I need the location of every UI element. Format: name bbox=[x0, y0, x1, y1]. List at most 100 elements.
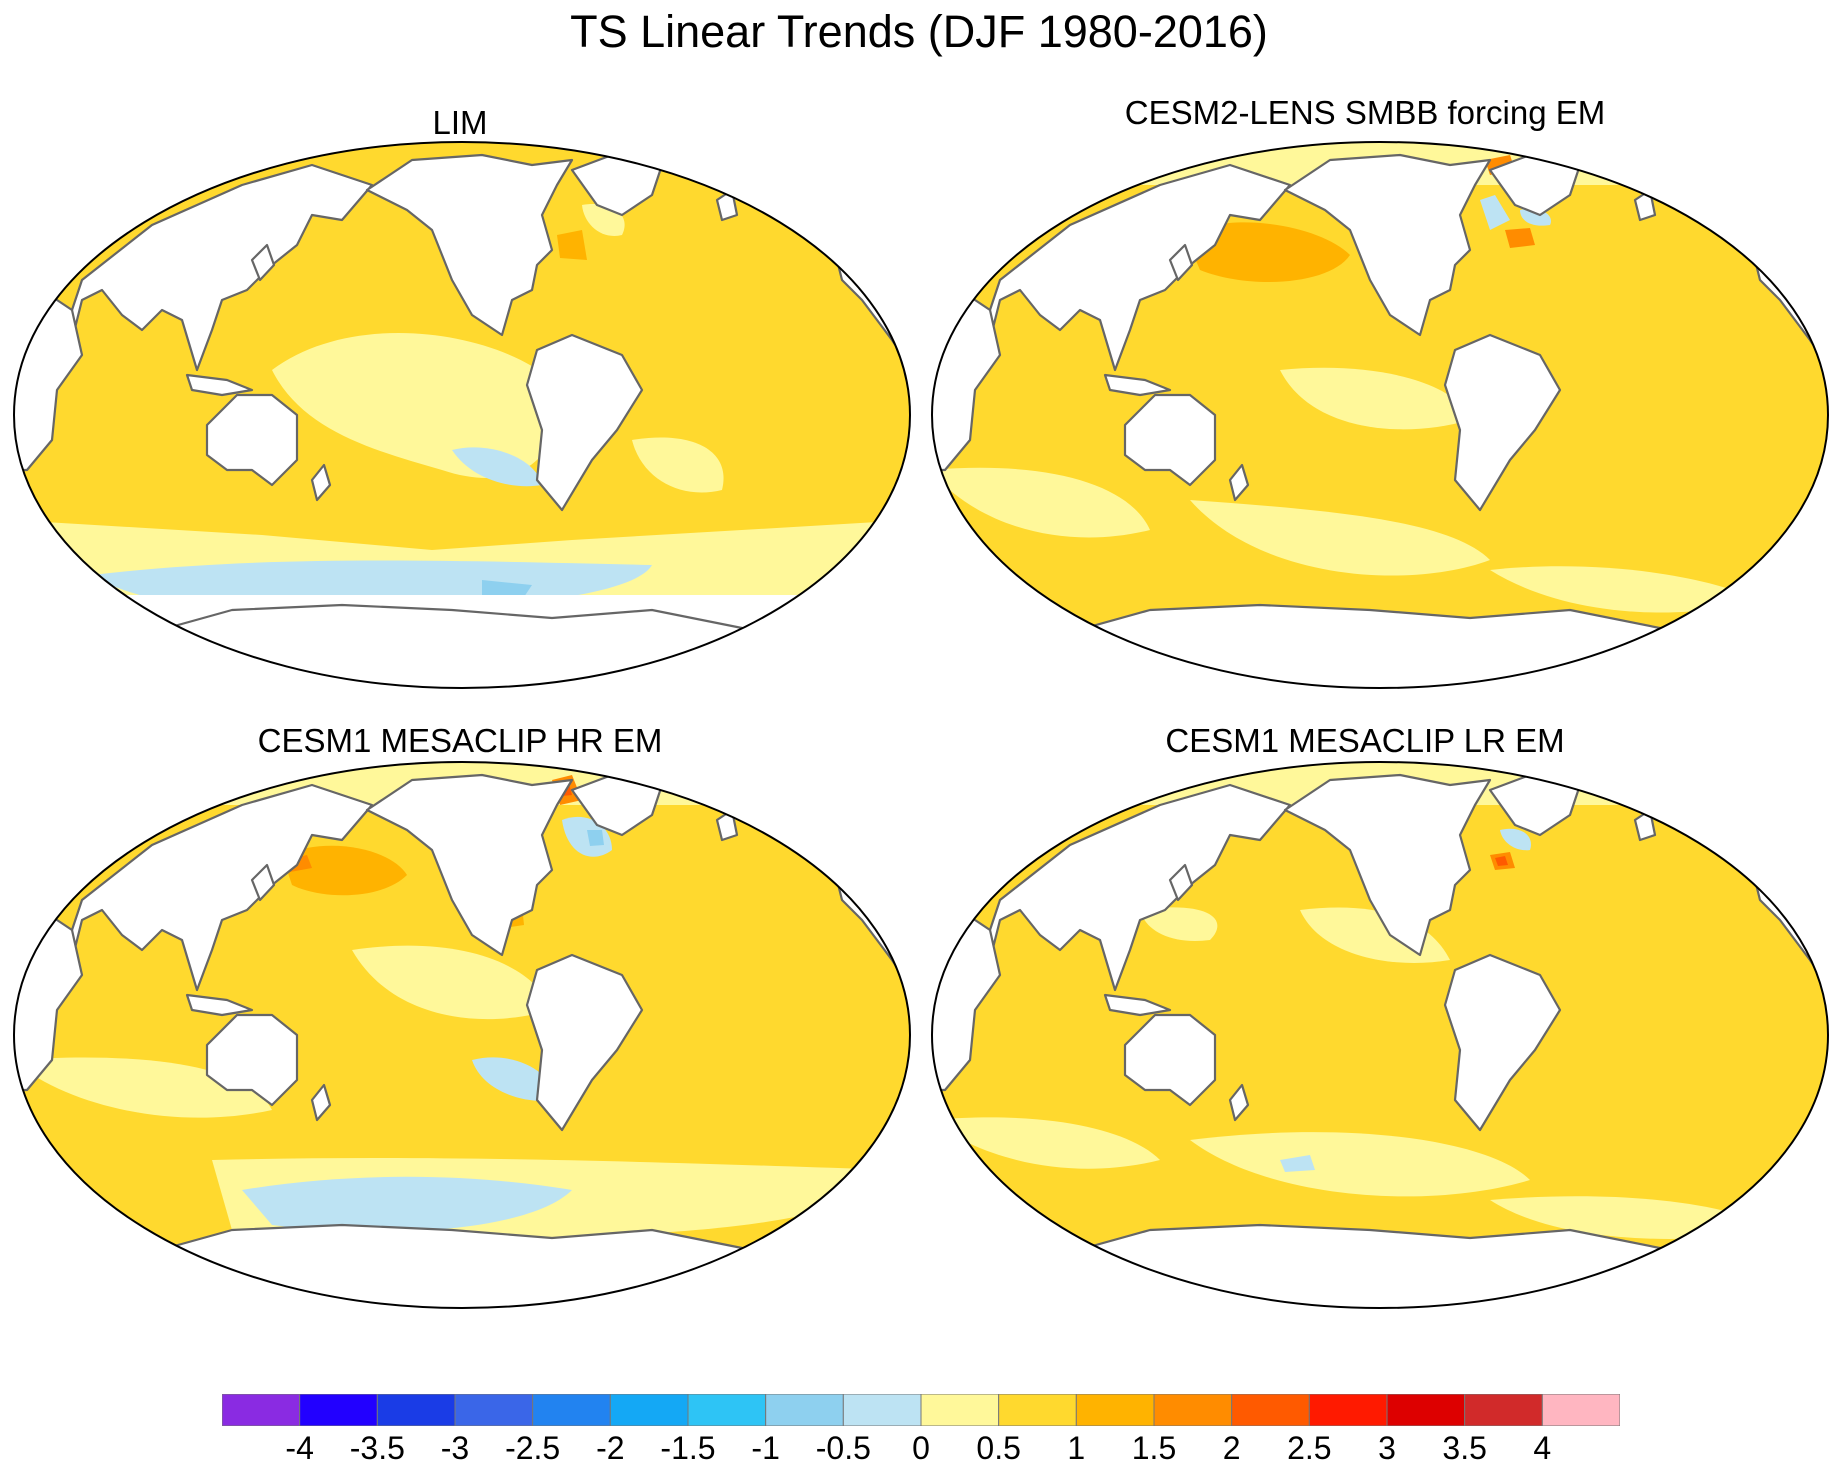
land-nz bbox=[310, 463, 332, 502]
colorbar-label: -0.5 bbox=[815, 1430, 871, 1466]
anomaly-light-warm bbox=[352, 945, 552, 1020]
map-panel-mesaclip-lr bbox=[930, 760, 1830, 1310]
land-south-america bbox=[1443, 333, 1562, 512]
land-eurasia bbox=[968, 163, 1292, 372]
land-australia bbox=[1123, 1013, 1217, 1107]
colorbar-swatch bbox=[1464, 1394, 1543, 1426]
anomaly-hot bbox=[1505, 228, 1535, 248]
colorbar-label: -3.5 bbox=[349, 1430, 405, 1466]
colorbar-label: -2.5 bbox=[505, 1430, 561, 1466]
anomaly-light-warm bbox=[932, 1117, 1160, 1169]
anomaly-cool bbox=[1280, 1155, 1315, 1172]
anomaly-warm bbox=[282, 845, 407, 896]
colorbar-label: -3 bbox=[440, 1430, 470, 1466]
colorbar-label: 0.5 bbox=[976, 1430, 1021, 1466]
figure-title: TS Linear Trends (DJF 1980-2016) bbox=[570, 6, 1268, 57]
map-border bbox=[12, 760, 912, 1310]
map-border bbox=[12, 140, 912, 690]
colorbar-swatch bbox=[920, 1394, 1000, 1426]
colorbar-label: 2.5 bbox=[1287, 1430, 1332, 1466]
anomaly-cool bbox=[1480, 195, 1510, 230]
colorbar-swatch bbox=[454, 1394, 534, 1426]
panel-title-mesaclip-hr: CESM1 MESACLIP HR EM bbox=[257, 722, 663, 759]
land-nz bbox=[1228, 463, 1250, 502]
colorbar-swatch bbox=[532, 1394, 611, 1426]
anomaly-light-warm bbox=[632, 437, 724, 493]
colorbar-swatch bbox=[1231, 1394, 1310, 1426]
colorbar-swatch bbox=[1153, 1394, 1233, 1426]
land-nz bbox=[1228, 1083, 1250, 1122]
land-japan bbox=[1168, 863, 1194, 902]
anomaly-light-warm bbox=[1190, 1132, 1530, 1197]
colorbar-labels: -4 -3.5 -3 -2.5 -2 -1.5 -1 -0.5 0 0.5 1 1.5 2 2.5 3 3.5… bbox=[222, 1430, 1620, 1470]
colorbar-swatch bbox=[376, 1394, 456, 1426]
land-indonesia bbox=[185, 993, 254, 1017]
anomaly-cool bbox=[472, 1057, 557, 1101]
land-south-america bbox=[525, 333, 644, 512]
ocean-field bbox=[14, 762, 910, 1308]
panel-title-cesm2-lens: CESM2-LENS SMBB forcing EM bbox=[1124, 94, 1606, 131]
land-south-america bbox=[525, 953, 644, 1132]
anomaly-cool bbox=[452, 447, 542, 487]
colorbar-label: 1 bbox=[1067, 1430, 1086, 1466]
land-north-america bbox=[365, 773, 574, 957]
map-border bbox=[930, 760, 1830, 1310]
anomaly-warm bbox=[1185, 222, 1350, 282]
land-antarctica bbox=[140, 603, 784, 688]
ocean-field bbox=[932, 142, 1828, 688]
map-panel-mesaclip-hr bbox=[12, 760, 912, 1310]
colorbar-label: 4 bbox=[1533, 1430, 1552, 1466]
land-japan bbox=[1168, 243, 1194, 282]
land-japan bbox=[250, 243, 276, 282]
colorbar-swatch bbox=[687, 1394, 767, 1426]
land-australia bbox=[205, 393, 299, 487]
colorbar-label: 0 bbox=[912, 1430, 930, 1466]
ocean-field bbox=[932, 762, 1828, 1308]
colorbar-label: -1 bbox=[751, 1430, 780, 1466]
colorbar-label: -4 bbox=[285, 1430, 314, 1466]
panel-title-mesaclip-lr: CESM1 MESACLIP LR EM bbox=[1165, 722, 1565, 759]
land-north-america bbox=[1283, 153, 1492, 337]
land-australia bbox=[205, 1013, 299, 1107]
colorbar-label: -2 bbox=[596, 1430, 625, 1466]
colorbar-label: 3.5 bbox=[1442, 1430, 1487, 1466]
colorbar-label: 3 bbox=[1378, 1430, 1396, 1466]
colorbar-swatch bbox=[765, 1394, 844, 1426]
land-north-america bbox=[365, 153, 574, 337]
colorbar-label: 1.5 bbox=[1131, 1430, 1177, 1466]
land-nz bbox=[310, 1083, 332, 1122]
colorbar-swatch bbox=[299, 1394, 378, 1426]
land-antarctica bbox=[140, 1223, 784, 1308]
anomaly-cool bbox=[242, 1176, 572, 1232]
colorbar-swatch bbox=[998, 1394, 1077, 1426]
colorbar bbox=[222, 1394, 1620, 1426]
colorbar-swatch bbox=[1075, 1394, 1155, 1426]
ocean-field bbox=[14, 142, 910, 688]
land-north-america bbox=[1283, 773, 1492, 957]
colorbar-swatch bbox=[1308, 1394, 1388, 1426]
colorbar-swatch bbox=[1386, 1394, 1466, 1426]
colorbar-swatch bbox=[222, 1394, 301, 1426]
colorbar-swatch bbox=[1541, 1394, 1620, 1426]
anomaly-light-warm bbox=[1140, 907, 1218, 941]
anomaly-very-hot bbox=[1495, 856, 1508, 866]
land-indonesia bbox=[185, 373, 254, 397]
anomaly-light-warm bbox=[932, 467, 1150, 538]
land-indonesia bbox=[1103, 993, 1172, 1017]
map-border bbox=[930, 140, 1830, 690]
anomaly-light-warm bbox=[1280, 367, 1470, 430]
land-australia bbox=[1123, 393, 1217, 487]
colorbar-label: -1.5 bbox=[660, 1430, 716, 1466]
land-japan bbox=[250, 863, 276, 902]
panel-title-lim: LIM bbox=[432, 104, 488, 141]
colorbar-label: 2 bbox=[1222, 1430, 1241, 1466]
anomaly-warm bbox=[557, 230, 587, 260]
land-eurasia bbox=[50, 163, 374, 372]
map-panel-lim bbox=[12, 140, 912, 690]
colorbar-swatch bbox=[609, 1394, 689, 1426]
anomaly-light-warm bbox=[272, 332, 558, 478]
land-south-america bbox=[1443, 953, 1562, 1132]
anomaly-light-warm bbox=[1490, 566, 1760, 613]
land-eurasia bbox=[968, 783, 1292, 992]
land-antarctica bbox=[1058, 603, 1702, 688]
